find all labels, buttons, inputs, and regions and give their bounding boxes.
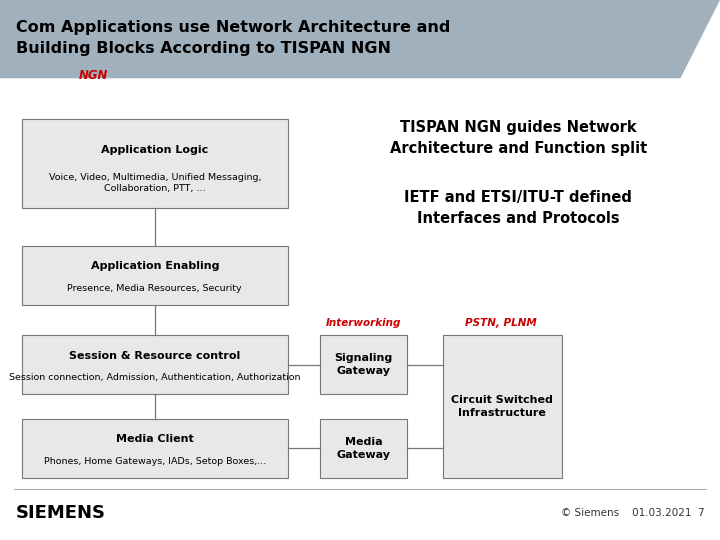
Text: Presence, Media Resources, Security: Presence, Media Resources, Security [68, 284, 242, 293]
Text: Application Enabling: Application Enabling [91, 261, 219, 272]
Text: NGN: NGN [79, 69, 108, 82]
Text: Session & Resource control: Session & Resource control [69, 350, 240, 361]
Text: Circuit Switched
Infrastructure: Circuit Switched Infrastructure [451, 395, 553, 418]
Text: Application Logic: Application Logic [102, 145, 208, 155]
FancyBboxPatch shape [22, 335, 288, 394]
Text: Com Applications use Network Architecture and
Building Blocks According to TISPA: Com Applications use Network Architectur… [16, 20, 450, 56]
Text: SIEMENS: SIEMENS [16, 504, 106, 522]
Text: Signaling
Gateway: Signaling Gateway [335, 353, 392, 376]
FancyBboxPatch shape [320, 418, 407, 478]
Text: PSTN, PLNM: PSTN, PLNM [464, 318, 536, 328]
FancyBboxPatch shape [22, 418, 288, 478]
Polygon shape [0, 0, 720, 78]
Text: Voice, Video, Multimedia, Unified Messaging,
Collaboration, PTT, …: Voice, Video, Multimedia, Unified Messag… [48, 173, 261, 193]
FancyBboxPatch shape [22, 246, 288, 305]
Text: IETF and ETSI/ITU-T defined
Interfaces and Protocols: IETF and ETSI/ITU-T defined Interfaces a… [405, 190, 632, 226]
FancyBboxPatch shape [22, 119, 288, 208]
Text: Media
Gateway: Media Gateway [337, 437, 391, 460]
Text: © Siemens    01.03.2021  7: © Siemens 01.03.2021 7 [561, 508, 704, 518]
Text: Interworking: Interworking [326, 318, 401, 328]
Text: TISPAN NGN guides Network
Architecture and Function split: TISPAN NGN guides Network Architecture a… [390, 120, 647, 156]
FancyBboxPatch shape [320, 335, 407, 394]
FancyBboxPatch shape [443, 335, 562, 478]
Text: Session connection, Admission, Authentication, Authorization: Session connection, Admission, Authentic… [9, 373, 300, 382]
Text: Phones, Home Gateways, IADs, Setop Boxes,...: Phones, Home Gateways, IADs, Setop Boxes… [44, 457, 266, 466]
Text: Media Client: Media Client [116, 434, 194, 444]
